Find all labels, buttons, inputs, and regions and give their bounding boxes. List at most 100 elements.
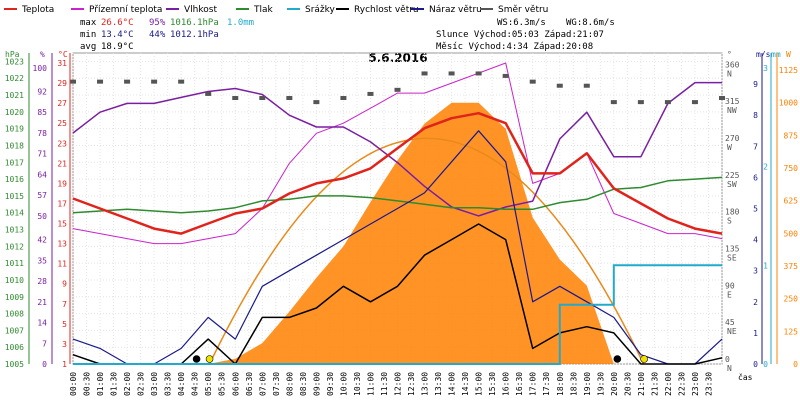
tick-ms: 1 [753, 329, 758, 338]
tick-time: 10:30 [353, 372, 362, 396]
tick-hpa: 1023 [5, 57, 24, 66]
stats-max-label: max [80, 18, 97, 28]
tick-deg: 360 [725, 60, 740, 69]
tick-mm: 0 [763, 360, 768, 369]
series-srazky [73, 264, 722, 365]
tick-pct: 50 [37, 212, 47, 221]
tick-hpa: 1016 [5, 175, 24, 184]
tick-w: 500 [784, 229, 799, 238]
tick-time: 12:00 [394, 372, 403, 396]
tick-c: 7 [62, 300, 67, 309]
tick-time: 09:30 [326, 372, 335, 396]
tick-c: 21 [57, 159, 67, 168]
stats-min-press: 1012.1hPa [170, 30, 219, 40]
tick-time: 04:00 [177, 372, 186, 396]
tick-time: 09:00 [312, 372, 321, 396]
moonset-marker [613, 355, 622, 363]
tick-time: 05:30 [218, 372, 227, 396]
stats-min-temp: 13.4°C [101, 30, 134, 40]
tick-deg-letter: E [727, 290, 732, 299]
tick-time: 11:00 [366, 372, 375, 396]
tick-w: 0 [793, 360, 798, 369]
tick-time: 17:30 [542, 372, 551, 396]
tick-ms: 3 [753, 267, 758, 276]
tick-deg: 45 [725, 318, 735, 327]
tick-ms: 5 [753, 205, 758, 214]
tick-deg: 90 [725, 281, 735, 290]
tick-time: 14:30 [461, 372, 470, 396]
wind-dir-marker [502, 73, 509, 78]
wind-dir-marker [367, 91, 374, 96]
legend-label: Teplota [21, 5, 54, 15]
tick-ms: 8 [753, 111, 758, 120]
tick-hpa: 1011 [5, 259, 24, 268]
tick-ms: 4 [753, 236, 758, 245]
tick-time: 22:30 [677, 372, 686, 396]
tick-time: 04:30 [191, 372, 200, 396]
tick-time: 12:30 [407, 372, 416, 396]
tick-time: 13:30 [434, 372, 443, 396]
legend-label: Vlhkost [184, 5, 217, 15]
axis-unit-mm: mm [771, 50, 781, 59]
tick-pct: 0 [42, 360, 47, 369]
tick-time: 13:00 [421, 372, 430, 396]
tick-pct: 78 [37, 129, 47, 138]
tick-pct: 92 [37, 88, 47, 97]
tick-ms: 0 [753, 360, 758, 369]
tick-time: 22:00 [664, 372, 673, 396]
wind-dir-marker [286, 96, 293, 101]
tick-hpa: 1015 [5, 192, 24, 201]
stats-block: max 26.6°C 95% 1016.1hPa 1.0mm min 13.4°… [80, 18, 615, 52]
tick-time: 08:30 [299, 372, 308, 396]
tick-time: 06:00 [231, 372, 240, 396]
tick-time: 08:00 [285, 372, 294, 396]
tick-pct: 14 [37, 319, 47, 328]
axis-unit-hpa: hPa [5, 50, 20, 59]
stats-max-temp: 26.6°C [101, 18, 134, 28]
tick-pct: 57 [37, 191, 47, 200]
tick-time: 21:00 [637, 372, 646, 396]
tick-deg: 135 [725, 245, 740, 254]
tick-pct: 42 [37, 236, 47, 245]
legend: Teplota Přízemní teplota Vlhkost Tlak Srážky… [4, 5, 548, 15]
tick-pct: 100 [33, 64, 48, 73]
stats-wg: WG:8.6m/s [566, 18, 615, 28]
tick-deg-letter: NW [727, 106, 737, 115]
tick-c: 13 [57, 240, 67, 249]
tick-pct: 85 [37, 108, 47, 117]
tick-pct: 28 [37, 277, 47, 286]
tick-hpa: 1013 [5, 226, 24, 235]
stats-avg-temp: 18.9°C [101, 42, 134, 52]
wind-dir-marker [205, 91, 212, 96]
tick-deg-letter: SW [727, 180, 737, 189]
axis-unit-deg: ° [727, 50, 732, 59]
sunset-marker [640, 355, 648, 363]
tick-pct: 21 [37, 298, 47, 307]
wind-dir-marker [394, 87, 401, 92]
tick-c: 27 [57, 99, 67, 108]
series-vlhkost [72, 81, 722, 217]
tick-c: 3 [62, 340, 67, 349]
stats-max-hum: 95% [149, 18, 166, 28]
tick-ms: 9 [753, 80, 758, 89]
tick-w: 250 [784, 295, 799, 304]
tick-ms: 2 [753, 298, 758, 307]
tick-time: 00:30 [83, 372, 92, 396]
tick-c: 19 [57, 179, 67, 188]
tick-mm: 2 [763, 163, 768, 172]
tick-time: 18:30 [569, 372, 578, 396]
tick-w: 750 [784, 164, 799, 173]
tick-w: 875 [784, 131, 799, 140]
wind-dir-marker [664, 100, 671, 105]
tick-hpa: 1008 [5, 310, 24, 319]
tick-hpa: 1020 [5, 108, 24, 117]
tick-time: 07:30 [272, 372, 281, 396]
tick-hpa: 1006 [5, 343, 24, 352]
tick-time: 07:00 [258, 372, 267, 396]
series-solar-theoretical [208, 137, 645, 365]
tick-time: 10:00 [339, 372, 348, 396]
legend-label: Náraz větru [429, 5, 482, 15]
axes: 1023102210211020101910181017101610151014… [5, 53, 798, 396]
plot-area [70, 62, 725, 365]
